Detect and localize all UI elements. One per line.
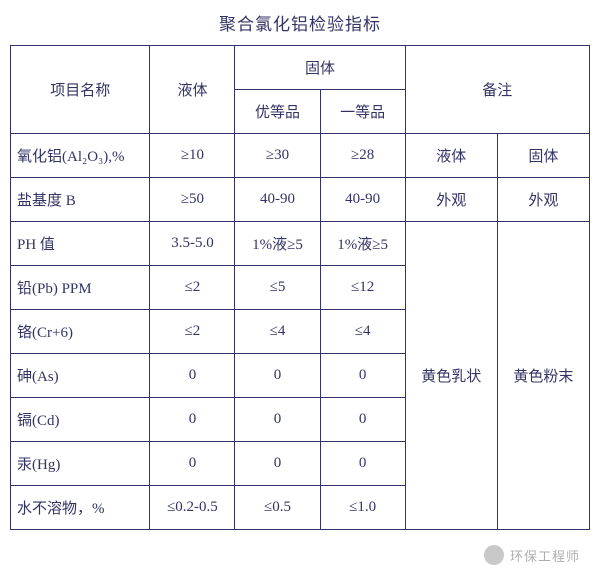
cell-liquid: 0 (150, 442, 235, 486)
cell-sup: 40-90 (235, 178, 320, 222)
cell-first: ≥28 (320, 134, 405, 178)
cell-item: 氧化铝(Al₂O₃),% (11, 134, 150, 178)
cell-liquid: ≤2 (150, 266, 235, 310)
cell-note1: 液体 (405, 134, 497, 178)
spec-table: 项目名称 液体 固体 备注 优等品 一等品 氧化铝(Al₂O₃),% ≥10 ≥… (10, 45, 590, 530)
header-row-1: 项目名称 液体 固体 备注 (11, 46, 590, 90)
cell-item: 铬(Cr+6) (11, 310, 150, 354)
watermark-icon (484, 545, 504, 565)
cell-liquid: 3.5-5.0 (150, 222, 235, 266)
cell-note1: 外观 (405, 178, 497, 222)
cell-item: 汞(Hg) (11, 442, 150, 486)
cell-sup: 1%液≥5 (235, 222, 320, 266)
cell-liquid: ≥10 (150, 134, 235, 178)
cell-first: ≤1.0 (320, 486, 405, 530)
table-row: PH 值 3.5-5.0 1%液≥5 1%液≥5 黄色乳状 黄色粉末 (11, 222, 590, 266)
cell-liquid: 0 (150, 398, 235, 442)
h-superior: 优等品 (235, 90, 320, 134)
cell-sup: 0 (235, 354, 320, 398)
cell-liquid: ≤2 (150, 310, 235, 354)
watermark: 环保工程师 (484, 545, 580, 565)
cell-liquid: 0 (150, 354, 235, 398)
cell-item: 砷(As) (11, 354, 150, 398)
cell-item: PH 值 (11, 222, 150, 266)
cell-sup: ≤0.5 (235, 486, 320, 530)
cell-sup: 0 (235, 442, 320, 486)
cell-first: 1%液≥5 (320, 222, 405, 266)
watermark-text: 环保工程师 (510, 546, 580, 565)
cell-item: 铅(Pb) PPM (11, 266, 150, 310)
page-title: 聚合氯化铝检验指标 (10, 10, 590, 35)
cell-sup: ≤4 (235, 310, 320, 354)
h-solid: 固体 (235, 46, 405, 90)
cell-sup: 0 (235, 398, 320, 442)
cell-first: 0 (320, 354, 405, 398)
h-liquid: 液体 (150, 46, 235, 134)
cell-item: 镉(Cd) (11, 398, 150, 442)
cell-note2: 固体 (497, 134, 589, 178)
h-note: 备注 (405, 46, 589, 134)
cell-note1-merged: 黄色乳状 (405, 222, 497, 530)
cell-first: 40-90 (320, 178, 405, 222)
cell-note2-merged: 黄色粉末 (497, 222, 589, 530)
cell-sup: ≤5 (235, 266, 320, 310)
cell-item: 盐基度 B (11, 178, 150, 222)
cell-first: 0 (320, 398, 405, 442)
table-row: 氧化铝(Al₂O₃),% ≥10 ≥30 ≥28 液体 固体 (11, 134, 590, 178)
cell-liquid: ≤0.2-0.5 (150, 486, 235, 530)
h-first: 一等品 (320, 90, 405, 134)
cell-liquid: ≥50 (150, 178, 235, 222)
cell-first: 0 (320, 442, 405, 486)
cell-first: ≤4 (320, 310, 405, 354)
h-item: 项目名称 (11, 46, 150, 134)
cell-item: 水不溶物，% (11, 486, 150, 530)
table-row: 盐基度 B ≥50 40-90 40-90 外观 外观 (11, 178, 590, 222)
cell-note2: 外观 (497, 178, 589, 222)
cell-first: ≤12 (320, 266, 405, 310)
cell-sup: ≥30 (235, 134, 320, 178)
